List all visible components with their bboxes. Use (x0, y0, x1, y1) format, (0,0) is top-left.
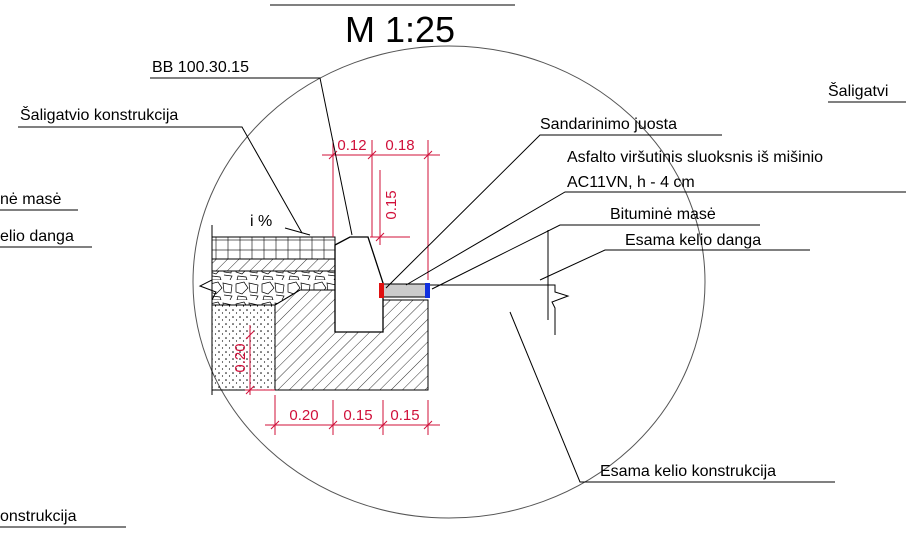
bedding-layer (212, 259, 335, 271)
label-curb: BB 100.30.15 (152, 59, 249, 76)
leader-lines (0, 78, 906, 527)
cut-label: Šaligatvi (828, 81, 888, 100)
label-asphalt-2: AC11VN, h - 4 cm (567, 174, 695, 191)
label-asphalt-1: Asfalto viršutinis sluoksnis iš mišinio (567, 149, 823, 166)
cut-label: nė masė (0, 191, 61, 208)
bitumen-joint (425, 283, 430, 298)
dim-bottom-3: 0.15 (390, 407, 419, 424)
asphalt-strip (383, 284, 428, 297)
label-slope: i % (250, 213, 272, 230)
label-bitumen: Bituminė masė (610, 206, 716, 223)
dim-top-2: 0.18 (385, 137, 414, 154)
cut-label: elio danga (0, 228, 74, 245)
scale-title: M 1:25 (345, 9, 455, 50)
curb-stone (335, 237, 383, 332)
dim-top-1: 0.12 (337, 137, 366, 154)
seal-strip (379, 283, 384, 298)
label-road-structure: Esama kelio konstrukcija (600, 463, 776, 480)
label-sidewalk: Šaligatvio konstrukcija (20, 105, 178, 124)
dim-bottom-2: 0.15 (343, 407, 372, 424)
dim-base-height: 0.20 (232, 343, 249, 372)
detail-drawing: M 1:25 0.12 0.18 0.15 0.20 0.20 0.15 0.1… (0, 0, 906, 555)
label-road-surface: Esama kelio danga (625, 232, 761, 249)
dim-curb-height: 0.15 (383, 190, 400, 219)
dim-bottom-1: 0.20 (289, 407, 318, 424)
road-surface-line (430, 285, 568, 335)
cut-label: onstrukcija (0, 508, 77, 525)
label-seal: Sandarinimo juosta (540, 116, 677, 133)
paving-layer (212, 237, 335, 259)
